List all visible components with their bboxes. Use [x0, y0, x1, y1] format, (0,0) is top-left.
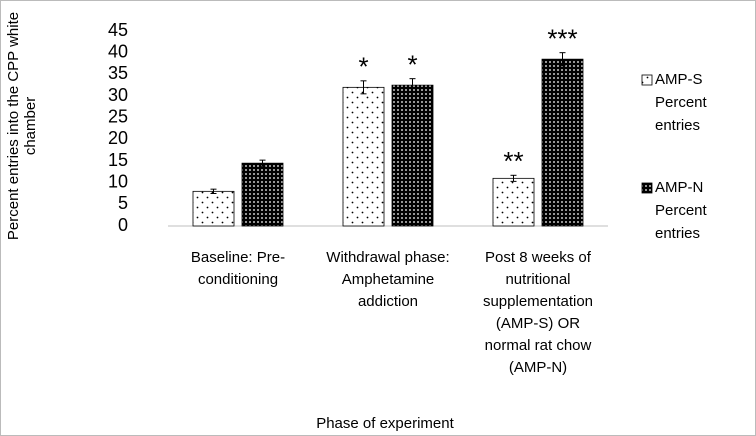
y-tick-label: 20 — [108, 128, 128, 148]
significance-label: * — [407, 50, 417, 80]
legend-label: AMP-N Percent entries — [655, 179, 708, 242]
bar — [241, 162, 284, 227]
bar — [492, 177, 535, 227]
x-tick-label: Withdrawal phase: Amphetamine addiction — [326, 249, 449, 310]
y-tick-label: 40 — [108, 41, 128, 61]
y-tick-label: 0 — [118, 215, 128, 235]
y-tick-label: 30 — [108, 85, 128, 105]
x-tick-label: Baseline: Pre-conditioning — [191, 249, 285, 288]
y-tick-label: 15 — [108, 150, 128, 170]
legend-swatch — [641, 74, 653, 86]
bar — [541, 58, 584, 227]
significance-label: *** — [547, 24, 577, 54]
legend-label: AMP-S Percent entries — [655, 71, 708, 134]
bar — [342, 86, 385, 227]
y-tick-label: 45 — [108, 20, 128, 40]
y-axis-title: Percent entries into the CPP whitechambe… — [5, 12, 39, 240]
bar — [391, 84, 434, 227]
significance-label: * — [358, 52, 368, 82]
y-tick-label: 35 — [108, 63, 128, 83]
x-axis-title: Phase of experiment — [316, 415, 454, 432]
significance-label: ** — [503, 146, 523, 176]
y-tick-label: 25 — [108, 106, 128, 126]
y-tick-label: 5 — [118, 193, 128, 213]
x-tick-label: Post 8 weeks of nutritional supplementatio… — [483, 249, 593, 376]
y-tick-label: 10 — [108, 171, 128, 191]
legend-swatch — [641, 182, 653, 194]
bar — [192, 190, 235, 227]
